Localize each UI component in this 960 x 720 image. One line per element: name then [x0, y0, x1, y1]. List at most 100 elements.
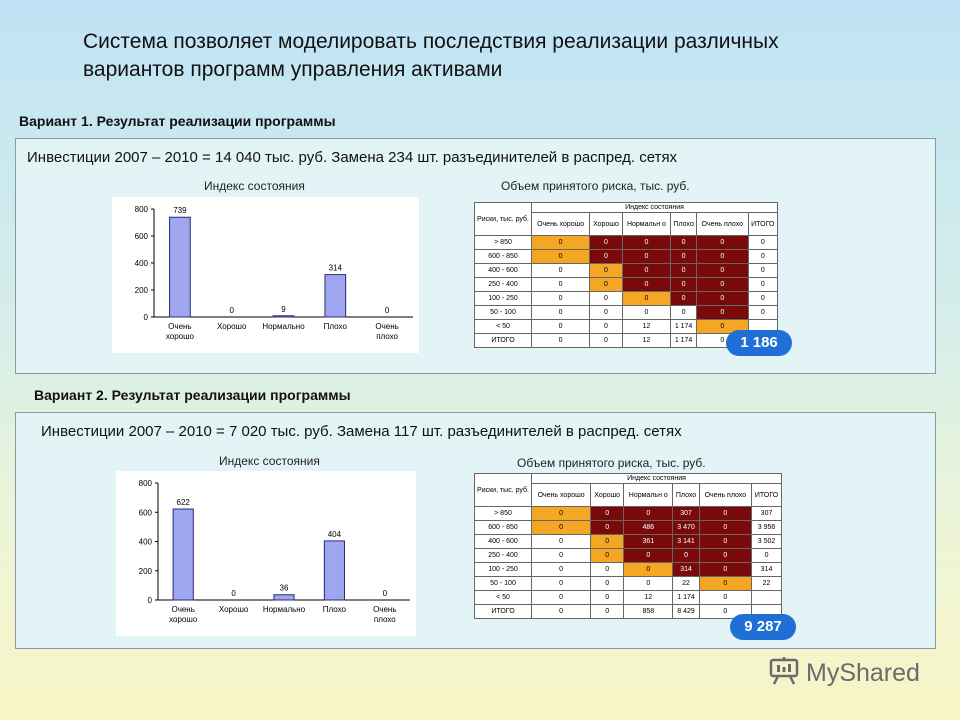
matrix-cell: 0	[530, 291, 591, 306]
matrix-cell: 1 174	[670, 333, 697, 348]
matrix-cell: 0	[670, 305, 697, 320]
variant-1-heading: Вариант 1. Результат реализации программ…	[19, 113, 336, 129]
matrix-cell: 0	[530, 562, 592, 577]
myshared-logo-text: MyShared	[806, 659, 920, 687]
matrix-cell: 307	[751, 506, 782, 521]
matrix-cell: 486	[623, 520, 674, 535]
matrix-cell: 3 502	[751, 534, 782, 549]
matrix-cell: 0	[530, 319, 591, 334]
matrix-column-header: ИТОГО	[751, 483, 782, 507]
x-category-label: Плохо	[323, 605, 347, 614]
x-category-label: Очень хорошо	[166, 322, 195, 341]
matrix-cell: 0	[670, 249, 697, 264]
matrix-column-header: ИТОГО	[747, 212, 779, 236]
matrix-cell: 3 956	[751, 520, 782, 535]
matrix-cell: 0	[621, 249, 672, 264]
matrix-cell: 0	[623, 548, 674, 563]
x-category-label: Нормально	[263, 605, 306, 614]
matrix-row: 600 - 850 0 0 0 0 0 0	[474, 249, 779, 264]
matrix-cell: 314	[672, 562, 700, 577]
x-category-label: Очень плохо	[373, 605, 396, 624]
matrix-column-header: Очень плохо	[698, 483, 753, 507]
matrix-row: 600 - 850 0 0 486 3 470 0 3 956	[474, 520, 782, 535]
matrix-row-label: 100 - 250	[474, 291, 532, 306]
matrix-row: < 50 0 0 12 1 174 0	[474, 590, 782, 605]
bar-value-label: 622	[177, 498, 191, 507]
matrix-cell: 307	[672, 506, 700, 521]
matrix-cell: 314	[751, 562, 782, 577]
matrix-top-header-row: Риски, тыс. руб. Индекс состояния	[474, 202, 778, 236]
matrix-cell: 22	[751, 576, 782, 591]
matrix-cell: 0	[589, 263, 623, 278]
variant-1-total-badge: 1 186	[726, 330, 792, 356]
matrix-top-header: Индекс состояния	[531, 202, 778, 213]
matrix-cell: 0	[590, 534, 625, 549]
matrix-row-label: > 850	[474, 506, 532, 521]
bar-value-label: 404	[328, 530, 342, 539]
bar-value-label: 0	[385, 306, 390, 315]
matrix-cell: 0	[747, 249, 779, 264]
matrix-cell: 8 429	[672, 604, 700, 619]
matrix-cell: 0	[747, 235, 779, 250]
variant-1-risk-matrix: Риски, тыс. руб. Индекс состояния Очень хо…	[474, 202, 779, 348]
matrix-row-label: < 50	[474, 319, 532, 334]
matrix-cell	[751, 590, 782, 605]
matrix-row: > 850 0 0 0 307 0 307	[474, 506, 782, 521]
matrix-cell: 3 141	[672, 534, 700, 549]
matrix-row: 400 - 600 0 0 0 0 0 0	[474, 263, 779, 278]
variant-2-panel: Инвестиции 2007 – 2010 = 7 020 тыс. руб.…	[15, 412, 936, 649]
matrix-row: 50 - 100 0 0 0 0 0 0	[474, 305, 779, 320]
variant-1-panel: Инвестиции 2007 – 2010 = 14 040 тыс. руб…	[15, 138, 936, 374]
matrix-column-header: Очень плохо	[696, 212, 749, 236]
matrix-cell: 0	[670, 291, 697, 306]
bar-value-label: 0	[383, 589, 388, 598]
variant-2-total-badge: 9 287	[730, 614, 796, 640]
presentation-board-icon	[768, 656, 800, 691]
variant-1-bar-chart: 0 200 400 600 800 739 Очень хорошо 0 Хорошо 9 Норма…	[112, 197, 419, 353]
matrix-cell: 0	[698, 520, 753, 535]
matrix-cell: 0	[590, 548, 625, 563]
matrix-row: 250 - 400 0 0 0 0 0 0	[474, 548, 782, 563]
bar-value-label: 0	[229, 306, 234, 315]
matrix-row: 400 - 600 0 0 361 3 141 0 3 502	[474, 534, 782, 549]
matrix-row-label: 50 - 100	[474, 305, 532, 320]
matrix-cell: 0	[623, 506, 674, 521]
matrix-cell: 0	[530, 333, 591, 348]
matrix-cell: 0	[530, 506, 592, 521]
matrix-cell: 0	[696, 277, 749, 292]
matrix-row-label: 600 - 850	[474, 249, 532, 264]
matrix-cell: 0	[698, 506, 753, 521]
matrix-cell: 0	[747, 305, 779, 320]
bar-value-label: 36	[280, 584, 289, 593]
y-tick-label: 400	[139, 538, 153, 547]
matrix-cell: 1 174	[672, 590, 700, 605]
y-tick-label: 400	[135, 259, 149, 268]
matrix-cell: 0	[590, 506, 625, 521]
matrix-row-label: 250 - 400	[474, 548, 532, 563]
matrix-column-header: Плохо	[670, 212, 697, 236]
matrix-cell: 0	[590, 562, 625, 577]
matrix-cell: 0	[530, 604, 592, 619]
y-tick-label: 600	[139, 508, 153, 517]
matrix-cell: 0	[530, 277, 591, 292]
matrix-column-header: Нормальн о	[623, 483, 674, 507]
matrix-column-header: Плохо	[672, 483, 700, 507]
matrix-row: 100 - 250 0 0 0 314 0 314	[474, 562, 782, 577]
variant-2-risk-matrix: Риски, тыс. руб. Индекс состояния Очень хо…	[474, 473, 782, 619]
matrix-cell: 0	[698, 534, 753, 549]
x-category-label: Хорошо	[219, 605, 249, 614]
matrix-column-header: Нормальн о	[621, 212, 672, 236]
matrix-column-header: Очень хорошо	[530, 212, 591, 236]
bar	[172, 508, 194, 601]
matrix-row-label: ИТОГО	[474, 333, 532, 348]
matrix-corner: Риски, тыс. руб.	[474, 202, 532, 236]
matrix-row-label: < 50	[474, 590, 532, 605]
matrix-cell: 0	[696, 263, 749, 278]
y-tick-label: 200	[139, 567, 153, 576]
y-tick-label: 600	[135, 232, 149, 241]
matrix-cell: 0	[530, 590, 592, 605]
matrix-cell: 0	[698, 548, 753, 563]
matrix-cell: 0	[623, 576, 674, 591]
matrix-cell: 0	[747, 263, 779, 278]
variant-2-heading: Вариант 2. Результат реализации программ…	[34, 387, 351, 403]
